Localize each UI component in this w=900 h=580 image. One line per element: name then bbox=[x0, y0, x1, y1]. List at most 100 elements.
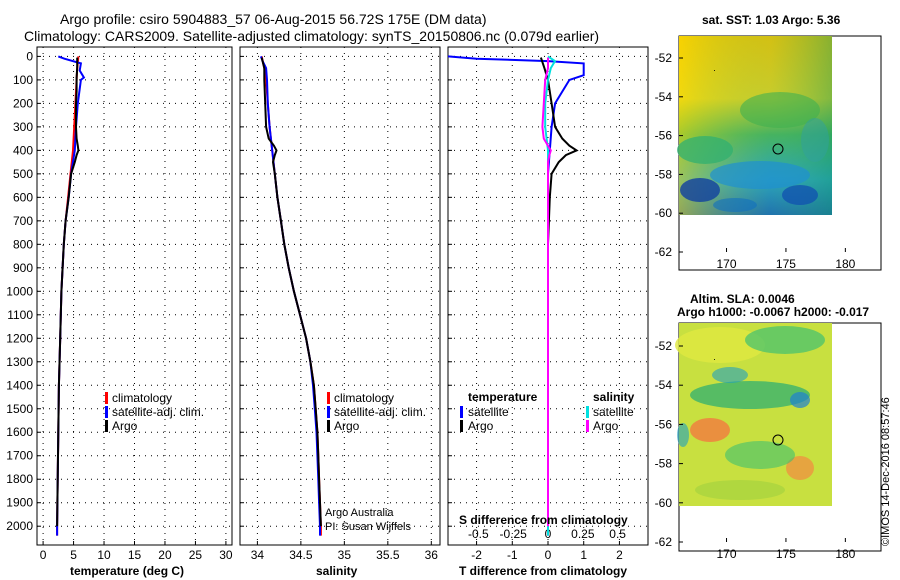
legend-climatology-label: climatology bbox=[334, 391, 394, 405]
x-tick-label: 20 bbox=[158, 548, 172, 562]
x-tick-label: 30 bbox=[219, 548, 233, 562]
credit-line1: Argo Australia bbox=[325, 507, 394, 519]
difference-plot: -2 -1 0 1 2-0.5 -0.25 0 0.25 0.5 bbox=[448, 47, 648, 562]
depth-tick-label: 0 bbox=[26, 49, 33, 63]
map-lon-tick-label: 180 bbox=[835, 547, 855, 561]
depth-tick-label: 1400 bbox=[6, 378, 33, 392]
legend-sal-satellite-swatch bbox=[586, 406, 589, 418]
depth-tick-label: 1500 bbox=[6, 402, 33, 416]
s-difference-axis-label: S difference from climatology bbox=[459, 513, 628, 527]
depth-tick-label: 1600 bbox=[6, 425, 33, 439]
legend-temp-argo-swatch bbox=[460, 420, 463, 432]
depth-tick-label: 1700 bbox=[6, 449, 33, 463]
salinity-series bbox=[259, 56, 322, 536]
temperature-axis-label: temperature (deg C) bbox=[70, 564, 184, 578]
x-tick-label: 2 bbox=[616, 548, 623, 562]
map-lat-tick-label: -54 bbox=[655, 378, 673, 392]
depth-tick-label: 900 bbox=[13, 261, 33, 275]
float-track-marker: · bbox=[713, 354, 716, 364]
series-line-satellite-adj-clim- bbox=[259, 56, 321, 536]
depth-tick-label: 2000 bbox=[6, 519, 33, 533]
argo-location-marker bbox=[772, 434, 784, 446]
temperature-plot: 0 5 10 15 20 25 30 bbox=[37, 47, 233, 562]
temperature-plot-frame bbox=[36, 46, 233, 546]
figure-title-line1: Argo profile: csiro 5904883_57 06-Aug-20… bbox=[60, 11, 487, 27]
depth-tick-label: 400 bbox=[13, 143, 33, 157]
credit-line2: PI: Susan Wijffels bbox=[325, 521, 411, 533]
depth-tick-label: 800 bbox=[13, 237, 33, 251]
x2-tick-label: 0.25 bbox=[571, 527, 595, 541]
depth-tick-label: 1900 bbox=[6, 496, 33, 510]
x-tick-label: 1 bbox=[580, 548, 587, 562]
map-lon-tick-label: 175 bbox=[776, 257, 796, 271]
map-lat-tick-label: -52 bbox=[655, 51, 673, 65]
map-lat-tick-label: -62 bbox=[655, 245, 673, 259]
depth-tick-label: 1800 bbox=[6, 472, 33, 486]
salinity-axis-label: salinity bbox=[316, 564, 358, 578]
map-lat-tick-label: -62 bbox=[655, 535, 673, 549]
salinity-plot-frame bbox=[239, 46, 441, 546]
legend-satellite-label: satellite-adj. clim. bbox=[112, 405, 204, 419]
map-lat-tick-label: -60 bbox=[655, 496, 673, 510]
depth-tick-label: 200 bbox=[13, 96, 33, 110]
x-tick-label: 34 bbox=[251, 548, 265, 562]
legend-sal-argo-swatch bbox=[586, 420, 589, 432]
map-lat-tick-label: -56 bbox=[655, 129, 673, 143]
map-lat-tick-label: -56 bbox=[655, 417, 673, 431]
x-tick-label: 35 bbox=[338, 548, 352, 562]
depth-tick-label: 1000 bbox=[6, 284, 33, 298]
x-tick-label: -1 bbox=[507, 548, 518, 562]
legend-climatology-swatch bbox=[327, 392, 330, 404]
map-lon-tick-label: 180 bbox=[835, 257, 855, 271]
depth-tick-label: 300 bbox=[13, 120, 33, 134]
sst-map-image bbox=[677, 36, 832, 215]
legend-temp-satellite-label: satellite bbox=[468, 405, 509, 419]
series-line-salinity-argo bbox=[541, 57, 552, 527]
legend-salinity-title: salinity bbox=[593, 390, 635, 404]
depth-tick-label: 700 bbox=[13, 214, 33, 228]
map-lon-tick-label: 170 bbox=[717, 257, 737, 271]
salinity-legend: climatology satellite-adj. clim. Argo bbox=[327, 391, 426, 433]
x-tick-label: 0 bbox=[545, 548, 552, 562]
depth-tick-label: 1300 bbox=[6, 355, 33, 369]
sla-map-title-line2: Argo h1000: -0.0067 h2000: -0.017 bbox=[677, 305, 869, 319]
imos-watermark: ©IMOS 14-Dec-2016 08:57:46 bbox=[880, 397, 892, 546]
x-tick-label: 5 bbox=[70, 548, 77, 562]
legend-temp-argo-label: Argo bbox=[468, 419, 494, 433]
legend-climatology-label: climatology bbox=[112, 391, 172, 405]
temperature-grid bbox=[37, 47, 232, 545]
legend-argo-label: Argo bbox=[334, 419, 360, 433]
x-tick-label: 25 bbox=[189, 548, 203, 562]
series-line-argo bbox=[56, 57, 80, 527]
series-line-salinity-satellite bbox=[544, 55, 557, 536]
sla-map-image bbox=[675, 323, 832, 506]
map-lat-tick-label: -58 bbox=[655, 457, 673, 471]
legend-argo-swatch bbox=[327, 420, 330, 432]
series-line-argo bbox=[260, 57, 322, 527]
legend-argo-swatch bbox=[105, 420, 108, 432]
x-tick-label: 35.5 bbox=[376, 548, 400, 562]
series-line-temperature-satellite bbox=[448, 55, 585, 536]
depth-tick-label: 500 bbox=[13, 167, 33, 181]
salinity-grid bbox=[240, 47, 440, 545]
x-tick-label: 34.5 bbox=[289, 548, 313, 562]
sst-map-title: sat. SST: 1.03 Argo: 5.36 bbox=[702, 13, 841, 27]
legend-temperature-title: temperature bbox=[468, 390, 538, 404]
map-lat-tick-label: -58 bbox=[655, 167, 673, 181]
legend-climatology-swatch bbox=[105, 392, 108, 404]
x-tick-label: -2 bbox=[471, 548, 482, 562]
x2-tick-label: 0.5 bbox=[609, 527, 626, 541]
argo-location-marker bbox=[772, 143, 784, 155]
depth-axis-labels: 0 100 200 300 400 500 600 700 800 900 1000 1100 1200… bbox=[6, 49, 33, 533]
t-difference-axis-label: T difference from climatology bbox=[459, 564, 627, 578]
map-lat-tick-label: -60 bbox=[655, 206, 673, 220]
salinity-plot: 34 34.5 35 35.5 36 bbox=[240, 47, 440, 562]
legend-sal-satellite-label: satellite bbox=[593, 405, 634, 419]
x-tick-label: 36 bbox=[425, 548, 439, 562]
figure-title-line2: Climatology: CARS2009. Satellite-adjuste… bbox=[24, 28, 599, 44]
legend-satellite-swatch bbox=[327, 406, 330, 418]
map-lon-tick-label: 170 bbox=[717, 547, 737, 561]
sst-map: sat. SST: 1.03 Argo: 5.36 · -52 -54 -56 -58… bbox=[655, 13, 882, 271]
x2-tick-label: -0.25 bbox=[499, 527, 527, 541]
